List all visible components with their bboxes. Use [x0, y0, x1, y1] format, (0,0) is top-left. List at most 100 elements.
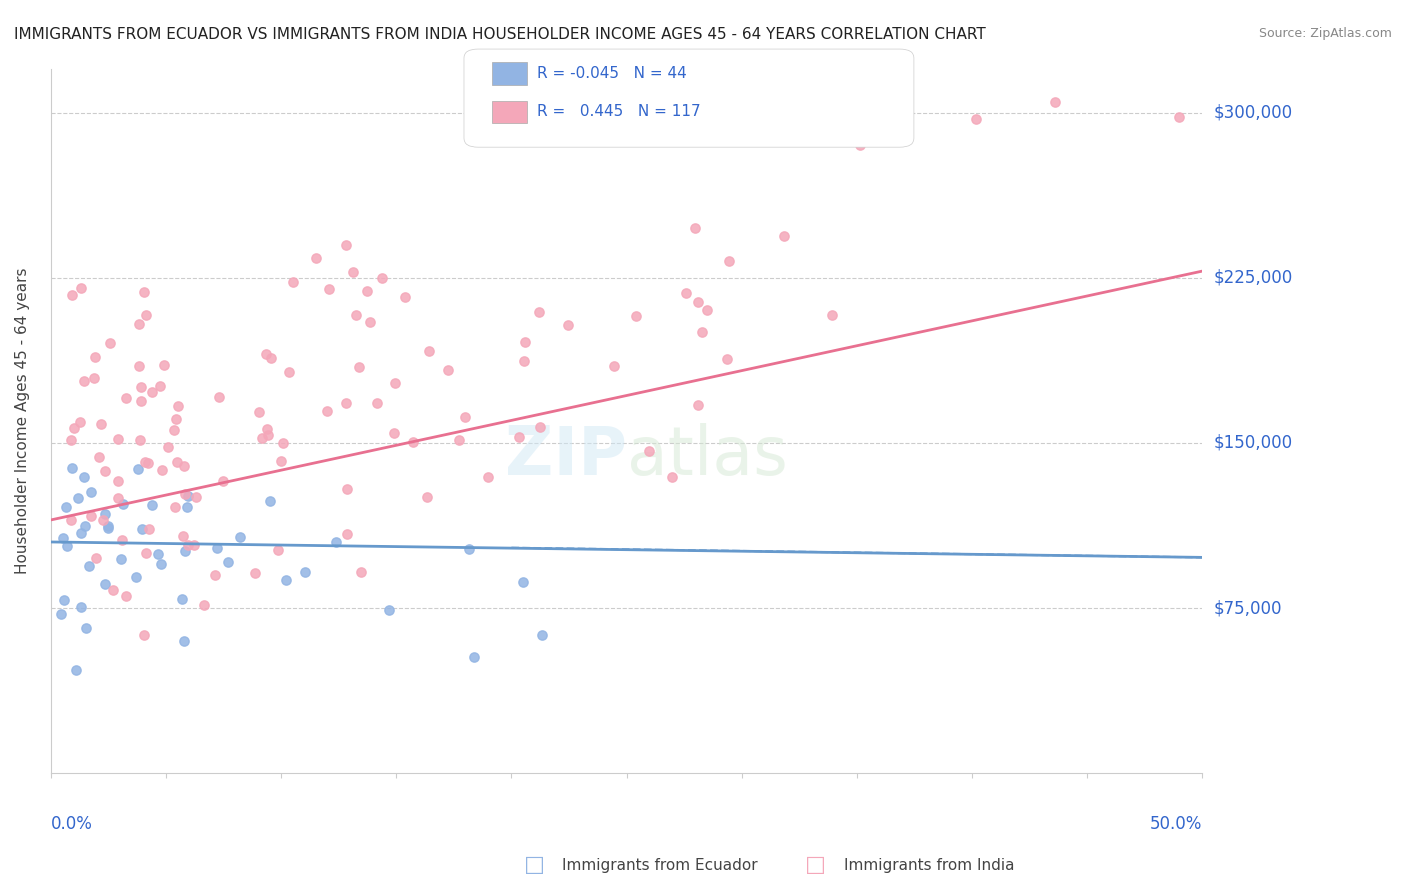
- Point: [80, 484, 103, 499]
- Text: □: □: [524, 855, 544, 875]
- Point: [60, 461, 83, 475]
- Point: [75, 519, 97, 533]
- Point: [94, 577, 117, 591]
- Point: [176, 500, 198, 514]
- Point: [792, 95, 814, 109]
- Point: [138, 522, 160, 536]
- Point: [273, 436, 295, 450]
- Point: [172, 529, 194, 543]
- Point: [350, 566, 373, 580]
- Point: [378, 603, 401, 617]
- Point: [513, 354, 536, 368]
- Point: [371, 271, 394, 285]
- Point: [527, 305, 550, 319]
- Point: [416, 490, 439, 504]
- Point: [63, 421, 86, 435]
- Point: [260, 351, 283, 366]
- Text: R = -0.045   N = 44: R = -0.045 N = 44: [537, 66, 688, 80]
- Text: R =   0.445   N = 117: R = 0.445 N = 117: [537, 104, 700, 119]
- Point: [252, 430, 274, 444]
- Point: [270, 454, 292, 468]
- Point: [267, 542, 290, 557]
- Text: 50.0%: 50.0%: [1150, 815, 1202, 833]
- Text: $300,000: $300,000: [1213, 103, 1292, 121]
- Point: [67, 491, 90, 505]
- Point: [165, 411, 187, 425]
- Point: [638, 443, 661, 458]
- Point: [132, 285, 155, 299]
- Text: $75,000: $75,000: [1213, 599, 1282, 617]
- Point: [93, 464, 115, 478]
- Point: [91, 513, 114, 527]
- Point: [454, 410, 477, 425]
- Point: [138, 457, 160, 471]
- Point: [110, 552, 132, 566]
- Point: [382, 426, 405, 441]
- Point: [603, 359, 626, 373]
- Point: [107, 491, 129, 505]
- Point: [127, 461, 149, 475]
- Point: [418, 343, 440, 358]
- Point: [344, 308, 367, 322]
- Point: [356, 285, 378, 299]
- Point: [512, 575, 534, 590]
- Point: [97, 521, 120, 535]
- Point: [274, 573, 297, 587]
- Point: [683, 221, 706, 235]
- Point: [281, 276, 304, 290]
- Point: [77, 559, 100, 574]
- Point: [75, 621, 97, 635]
- Point: [60, 288, 83, 302]
- Point: [437, 362, 460, 376]
- Point: [83, 371, 105, 385]
- Point: [72, 470, 94, 484]
- Point: [228, 530, 250, 544]
- Point: [716, 351, 738, 366]
- Point: [128, 359, 150, 374]
- Text: atlas: atlas: [627, 423, 787, 489]
- Point: [87, 450, 110, 465]
- Point: [135, 545, 157, 559]
- Point: [675, 285, 697, 300]
- Point: [336, 482, 359, 496]
- Point: [477, 470, 499, 484]
- Text: ZIP: ZIP: [505, 423, 627, 489]
- Point: [153, 358, 176, 372]
- Point: [325, 534, 347, 549]
- Point: [530, 628, 553, 642]
- Point: [1043, 95, 1066, 109]
- Point: [111, 533, 134, 548]
- Point: [205, 541, 228, 556]
- Point: [84, 551, 107, 566]
- Point: [135, 308, 157, 322]
- Point: [131, 522, 153, 536]
- Point: [55, 500, 77, 514]
- Point: [146, 547, 169, 561]
- Text: $150,000: $150,000: [1213, 434, 1292, 452]
- Point: [394, 289, 416, 303]
- Point: [247, 405, 270, 419]
- Point: [141, 384, 163, 399]
- Point: [167, 399, 190, 413]
- Point: [457, 542, 479, 557]
- Point: [335, 238, 357, 252]
- Point: [718, 254, 741, 268]
- Point: [256, 428, 278, 442]
- Point: [661, 469, 683, 483]
- Point: [134, 628, 156, 642]
- Point: [347, 360, 370, 375]
- Point: [97, 519, 120, 533]
- Point: [70, 526, 93, 541]
- Point: [278, 365, 301, 379]
- Point: [204, 567, 226, 582]
- Point: [80, 509, 103, 524]
- Point: [342, 265, 364, 279]
- Point: [384, 376, 406, 390]
- Point: [84, 350, 107, 364]
- Point: [125, 570, 148, 584]
- Point: [177, 489, 200, 503]
- Point: [212, 475, 235, 489]
- Point: [56, 539, 79, 553]
- Point: [686, 398, 709, 412]
- Point: [335, 396, 357, 410]
